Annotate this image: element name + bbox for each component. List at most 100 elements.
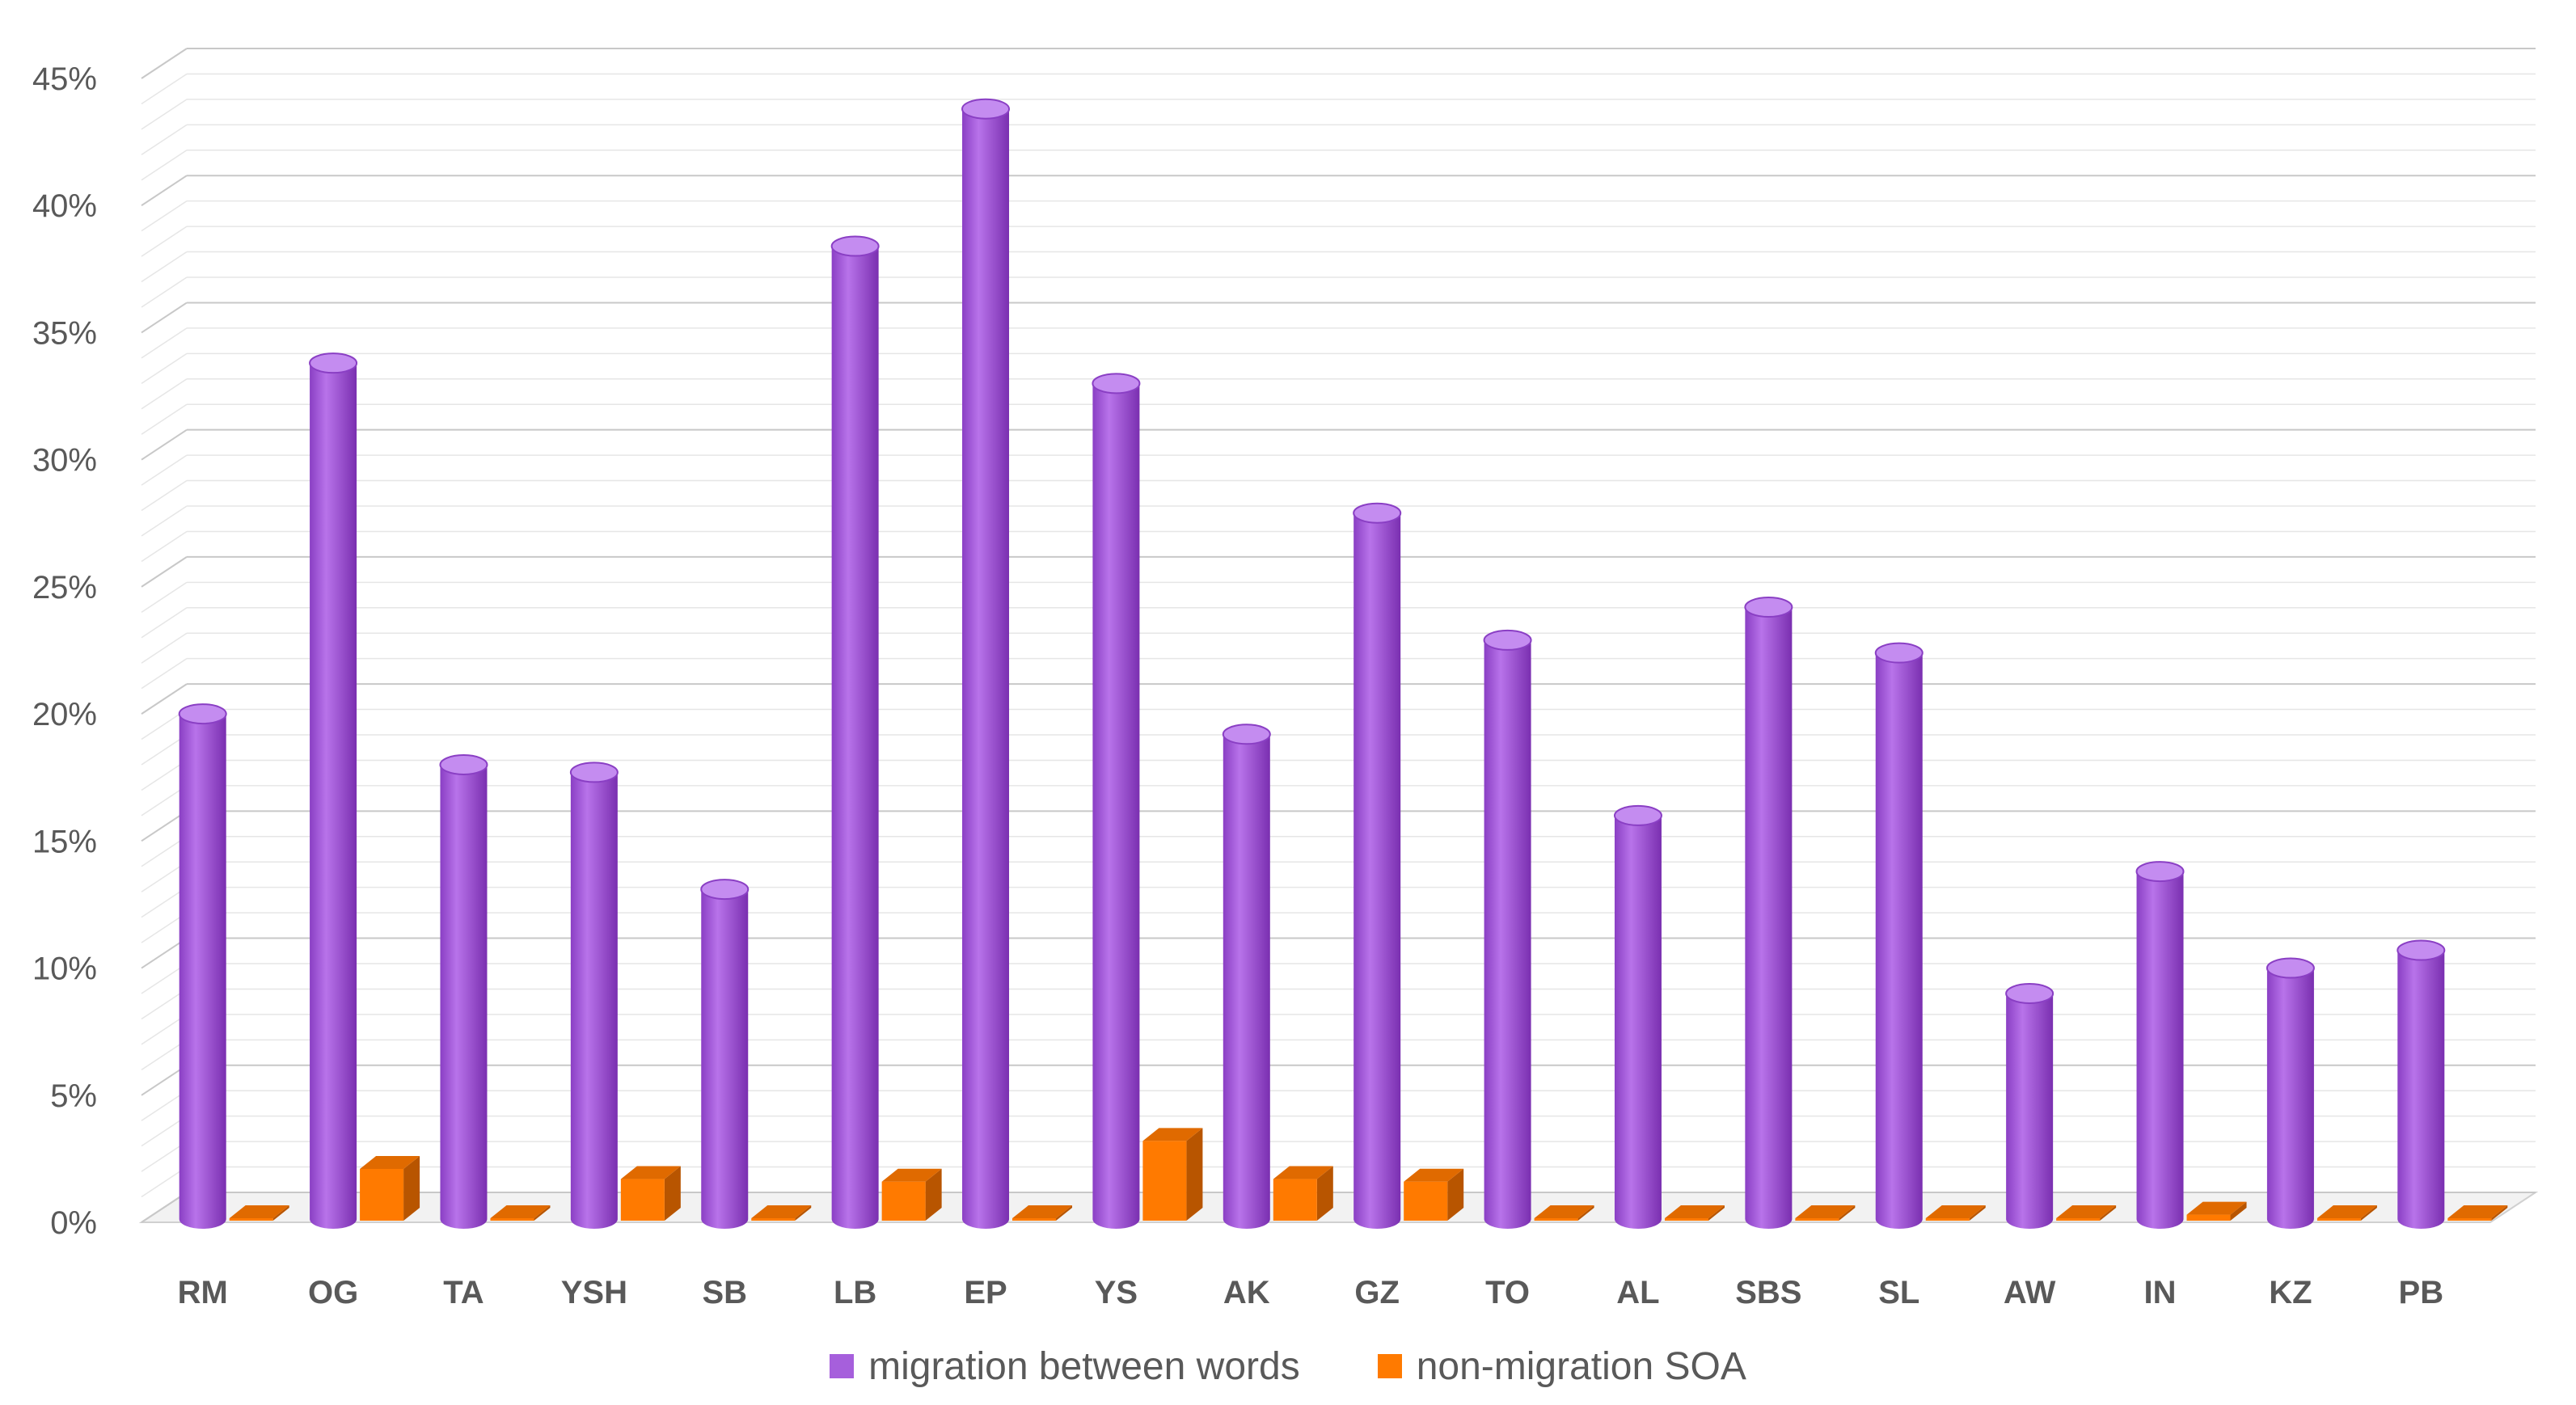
bar-PB-migration — [2397, 939, 2446, 1229]
y-tick-label: 20% — [32, 697, 97, 732]
gridline-major — [141, 175, 188, 207]
gridline-minor — [141, 226, 188, 257]
x-tick-label-SL: SL — [1878, 1275, 1919, 1310]
bar-AK-migration — [1222, 724, 1271, 1229]
gridline-minor — [141, 505, 188, 537]
legend-swatch-purple — [830, 1354, 855, 1378]
x-tick-label-YS: YS — [1095, 1275, 1138, 1310]
gridline-major — [141, 302, 188, 334]
gridline-minor — [141, 1090, 188, 1121]
y-tick-label: 35% — [32, 315, 97, 351]
gridline-minor — [141, 99, 188, 130]
bar-AL-migration — [1613, 804, 1662, 1229]
bar-TO-migration — [1483, 629, 1532, 1229]
gridline-minor — [141, 836, 188, 867]
gridline-minor — [141, 530, 188, 563]
bar-RM-soa — [229, 1205, 289, 1221]
x-tick-label-SB: SB — [702, 1275, 747, 1310]
gridline-minor — [141, 963, 188, 994]
bar-SBS-migration — [1744, 597, 1793, 1229]
bar-IN-migration — [2135, 861, 2185, 1229]
x-tick-label-RM: RM — [178, 1275, 228, 1310]
y-tick-label: 0% — [50, 1205, 97, 1241]
gridline-major — [141, 937, 188, 969]
x-tick-label-AW: AW — [2004, 1275, 2056, 1310]
gridline-minor — [141, 912, 188, 943]
legend-label-series-2: non-migration SOA — [1416, 1344, 1746, 1388]
x-tick-label-SBS: SBS — [1735, 1275, 1801, 1310]
bar-TA-migration — [439, 754, 488, 1229]
bar-SL-migration — [1874, 642, 1924, 1229]
gridline-minor — [141, 887, 188, 918]
bar-AW-migration — [2005, 983, 2054, 1229]
bar-AL-soa — [1664, 1205, 1725, 1221]
legend-item-series-1: migration between words — [830, 1344, 1300, 1389]
gridline-major — [141, 48, 188, 79]
bar-OG-migration — [309, 352, 358, 1230]
bar-KZ-soa — [2316, 1205, 2377, 1221]
y-tick-label: 15% — [32, 824, 97, 859]
bar-TA-soa — [490, 1205, 551, 1221]
bar-SB-soa — [751, 1205, 812, 1221]
bar-AW-soa — [2056, 1205, 2117, 1221]
gridline-minor — [141, 276, 188, 308]
gridline-minor — [141, 1141, 188, 1172]
gridline-minor — [141, 1116, 188, 1147]
bar-SL-soa — [1925, 1205, 1986, 1221]
bar-IN-soa — [2186, 1201, 2247, 1221]
x-tick-label-IN: IN — [2144, 1275, 2177, 1310]
y-tick-label: 40% — [32, 188, 97, 224]
x-tick-label-LB: LB — [834, 1275, 876, 1310]
x-tick-label-GZ: GZ — [1354, 1275, 1400, 1310]
gridline-minor — [141, 607, 188, 639]
bar-GZ-soa — [1404, 1168, 1464, 1221]
gridline-minor — [141, 150, 188, 181]
gridline-minor — [141, 1014, 188, 1045]
gridline-minor — [141, 251, 188, 283]
gridline-minor — [141, 632, 188, 664]
bar-YS-migration — [1092, 373, 1141, 1229]
x-tick-label-OG: OG — [308, 1275, 358, 1310]
gridline-minor — [141, 734, 188, 766]
bar-YS-soa — [1142, 1128, 1203, 1221]
bar-YSH-soa — [620, 1166, 681, 1221]
gridline-minor — [141, 327, 188, 359]
gridline-minor — [141, 785, 188, 816]
gridline-major — [141, 683, 188, 715]
gridline-major — [141, 810, 188, 842]
gridline-minor — [141, 403, 188, 435]
bar-EP-soa — [1012, 1205, 1073, 1221]
gridline-minor — [141, 73, 188, 105]
legend-swatch-orange — [1377, 1354, 1402, 1378]
gridline-minor — [141, 454, 188, 486]
bar-PB-soa — [2447, 1205, 2508, 1221]
x-tick-label-TO: TO — [1485, 1275, 1530, 1310]
x-tick-label-EP: EP — [964, 1275, 1007, 1310]
gridline-minor — [141, 861, 188, 892]
legend: migration between words non-migration SO… — [0, 1334, 2576, 1399]
gridline-minor — [141, 378, 188, 410]
y-tick-label: 25% — [32, 570, 97, 605]
gridline-minor — [141, 352, 188, 384]
legend-item-series-2: non-migration SOA — [1377, 1344, 1746, 1389]
gridline-minor — [141, 988, 188, 1020]
x-tick-label-KZ: KZ — [2269, 1275, 2312, 1310]
bar-KZ-migration — [2266, 957, 2315, 1229]
bar-GZ-migration — [1353, 502, 1402, 1229]
x-tick-label-PB: PB — [2399, 1275, 2444, 1310]
gridline-minor — [141, 1039, 188, 1070]
x-tick-label-TA: TA — [443, 1275, 484, 1310]
bar-RM-migration — [178, 703, 227, 1229]
bar-EP-migration — [961, 98, 1011, 1229]
bar-YSH-migration — [569, 762, 619, 1229]
gridline-minor — [141, 581, 188, 613]
bar-LB-migration — [830, 235, 880, 1229]
bar-AK-soa — [1273, 1166, 1333, 1221]
y-tick-label: 30% — [32, 443, 97, 479]
bar-TO-soa — [1534, 1205, 1594, 1221]
gridline-minor — [141, 200, 188, 232]
y-tick-label: 10% — [32, 951, 97, 987]
x-tick-label-AL: AL — [1616, 1275, 1659, 1310]
gridline-minor — [141, 1166, 188, 1198]
